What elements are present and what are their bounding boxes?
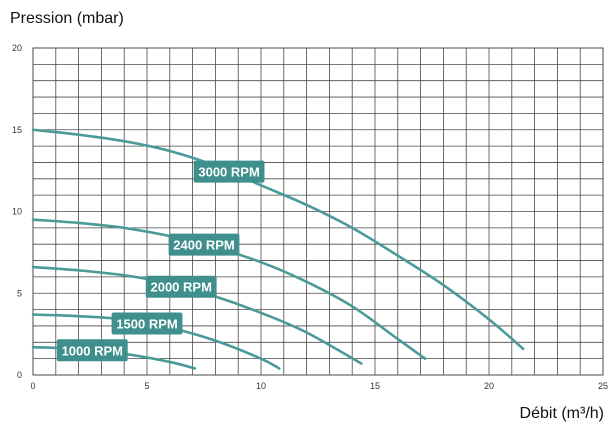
- series-label-box: [56, 339, 128, 362]
- plot-frame: [32, 47, 604, 376]
- series-label: 1000 RPM: [56, 339, 128, 362]
- series-label-box: [193, 160, 265, 183]
- series-label-text: 2400 RPM: [173, 238, 234, 253]
- y-axis-title: Pression (mbar): [10, 10, 124, 27]
- x-tick-label: 25: [598, 381, 608, 391]
- x-tick-label: 15: [370, 381, 380, 391]
- series-label-box: [111, 312, 183, 335]
- x-tick-label: 5: [144, 381, 149, 391]
- series-label-box: [145, 275, 217, 298]
- axes: 0 5 10 15 20 25 0 5 10 15 20: [12, 43, 608, 391]
- y-tick-label: 20: [12, 43, 22, 53]
- x-tick-label: 0: [30, 381, 35, 391]
- series-label-box: [168, 233, 240, 256]
- x-tick-label: 20: [484, 381, 494, 391]
- series-label: 2000 RPM: [145, 275, 217, 298]
- series-curves: [31, 128, 525, 370]
- series-label-text: 1000 RPM: [62, 343, 123, 358]
- y-tick-label: 10: [12, 207, 22, 217]
- series-label: 2400 RPM: [168, 233, 240, 256]
- series-label: 3000 RPM: [193, 160, 265, 183]
- y-tick-label: 5: [17, 288, 22, 298]
- series-label-text: 2000 RPM: [150, 280, 211, 295]
- y-tick-label: 0: [17, 370, 22, 380]
- y-tick-label: 15: [12, 125, 22, 135]
- x-tick-label: 10: [256, 381, 266, 391]
- series-label: 1500 RPM: [111, 312, 183, 335]
- series-label-text: 1500 RPM: [116, 316, 177, 331]
- x-axis-title: Débit (m³/h): [520, 405, 604, 422]
- series-line: [31, 128, 525, 351]
- series-labels: 3000 RPM 2400 RPM 2000 RPM 1500 RPM 1000 RPM: [56, 160, 265, 362]
- series-label-text: 3000 RPM: [198, 165, 259, 180]
